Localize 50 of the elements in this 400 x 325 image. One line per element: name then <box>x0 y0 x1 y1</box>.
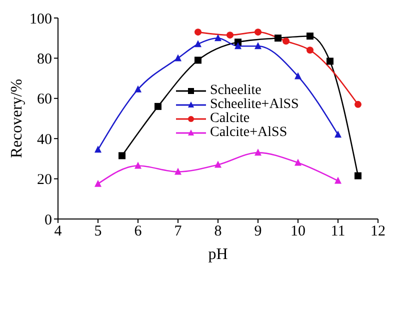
point <box>254 42 262 50</box>
point <box>234 42 242 50</box>
x-tick-label: 8 <box>214 224 222 240</box>
point <box>294 158 302 166</box>
point <box>94 180 102 187</box>
legend-label: Scheelite <box>210 83 262 98</box>
point <box>334 176 342 184</box>
point <box>254 28 262 36</box>
point <box>282 38 290 45</box>
x-tick-label: 6 <box>134 224 142 240</box>
point <box>134 85 142 92</box>
point <box>306 32 314 40</box>
point <box>254 148 262 156</box>
y-tick-label: 20 <box>37 172 52 188</box>
point <box>134 162 142 169</box>
point <box>326 58 334 65</box>
point <box>214 160 222 168</box>
point <box>194 28 202 36</box>
point <box>118 152 126 160</box>
point <box>174 54 182 62</box>
point <box>226 32 234 39</box>
y-tick-label: 0 <box>44 212 52 228</box>
legend-label: Calcite <box>210 111 250 126</box>
y-axis-title: Recovery/% <box>8 78 26 158</box>
y-tick-label: 80 <box>37 52 52 68</box>
point <box>194 56 202 64</box>
x-tick-label: 10 <box>290 224 306 240</box>
legend-label: Calcite+AlSS <box>210 125 288 140</box>
point <box>154 102 162 110</box>
point <box>94 146 102 153</box>
point <box>294 72 302 80</box>
point <box>306 46 314 54</box>
x-tick-label: 9 <box>254 224 262 240</box>
point <box>194 40 202 48</box>
y-tick-label: 100 <box>30 11 52 28</box>
y-tick-label: 40 <box>37 132 52 148</box>
x-tick-label: 12 <box>370 224 386 240</box>
legend-label: Scheelite+AlSS <box>210 97 299 112</box>
point <box>354 100 362 108</box>
x-tick-label: 4 <box>54 224 62 240</box>
x-tick-label: 7 <box>174 224 182 240</box>
x-tick-label: 11 <box>330 224 346 240</box>
point <box>274 34 282 42</box>
x-axis-title: pH <box>208 246 228 263</box>
point <box>214 34 222 42</box>
point <box>174 168 182 175</box>
point <box>354 172 362 180</box>
x-tick-label: 5 <box>94 224 102 240</box>
y-tick-label: 60 <box>37 92 52 108</box>
point <box>334 130 342 138</box>
